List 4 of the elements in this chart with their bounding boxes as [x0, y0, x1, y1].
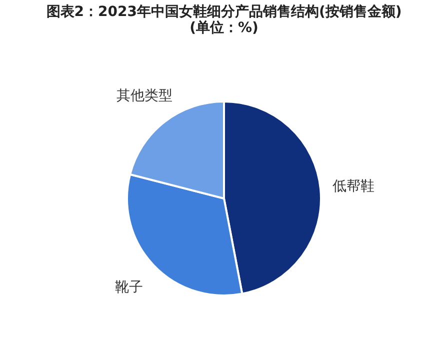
slice-label: 低帮鞋	[332, 178, 374, 194]
chart-title: 图表2：2023年中国女鞋细分产品销售结构(按销售金额)(单位：%)	[46, 3, 402, 36]
slice-label: 其他类型	[116, 88, 172, 104]
slice-label: 靴子	[115, 279, 144, 296]
